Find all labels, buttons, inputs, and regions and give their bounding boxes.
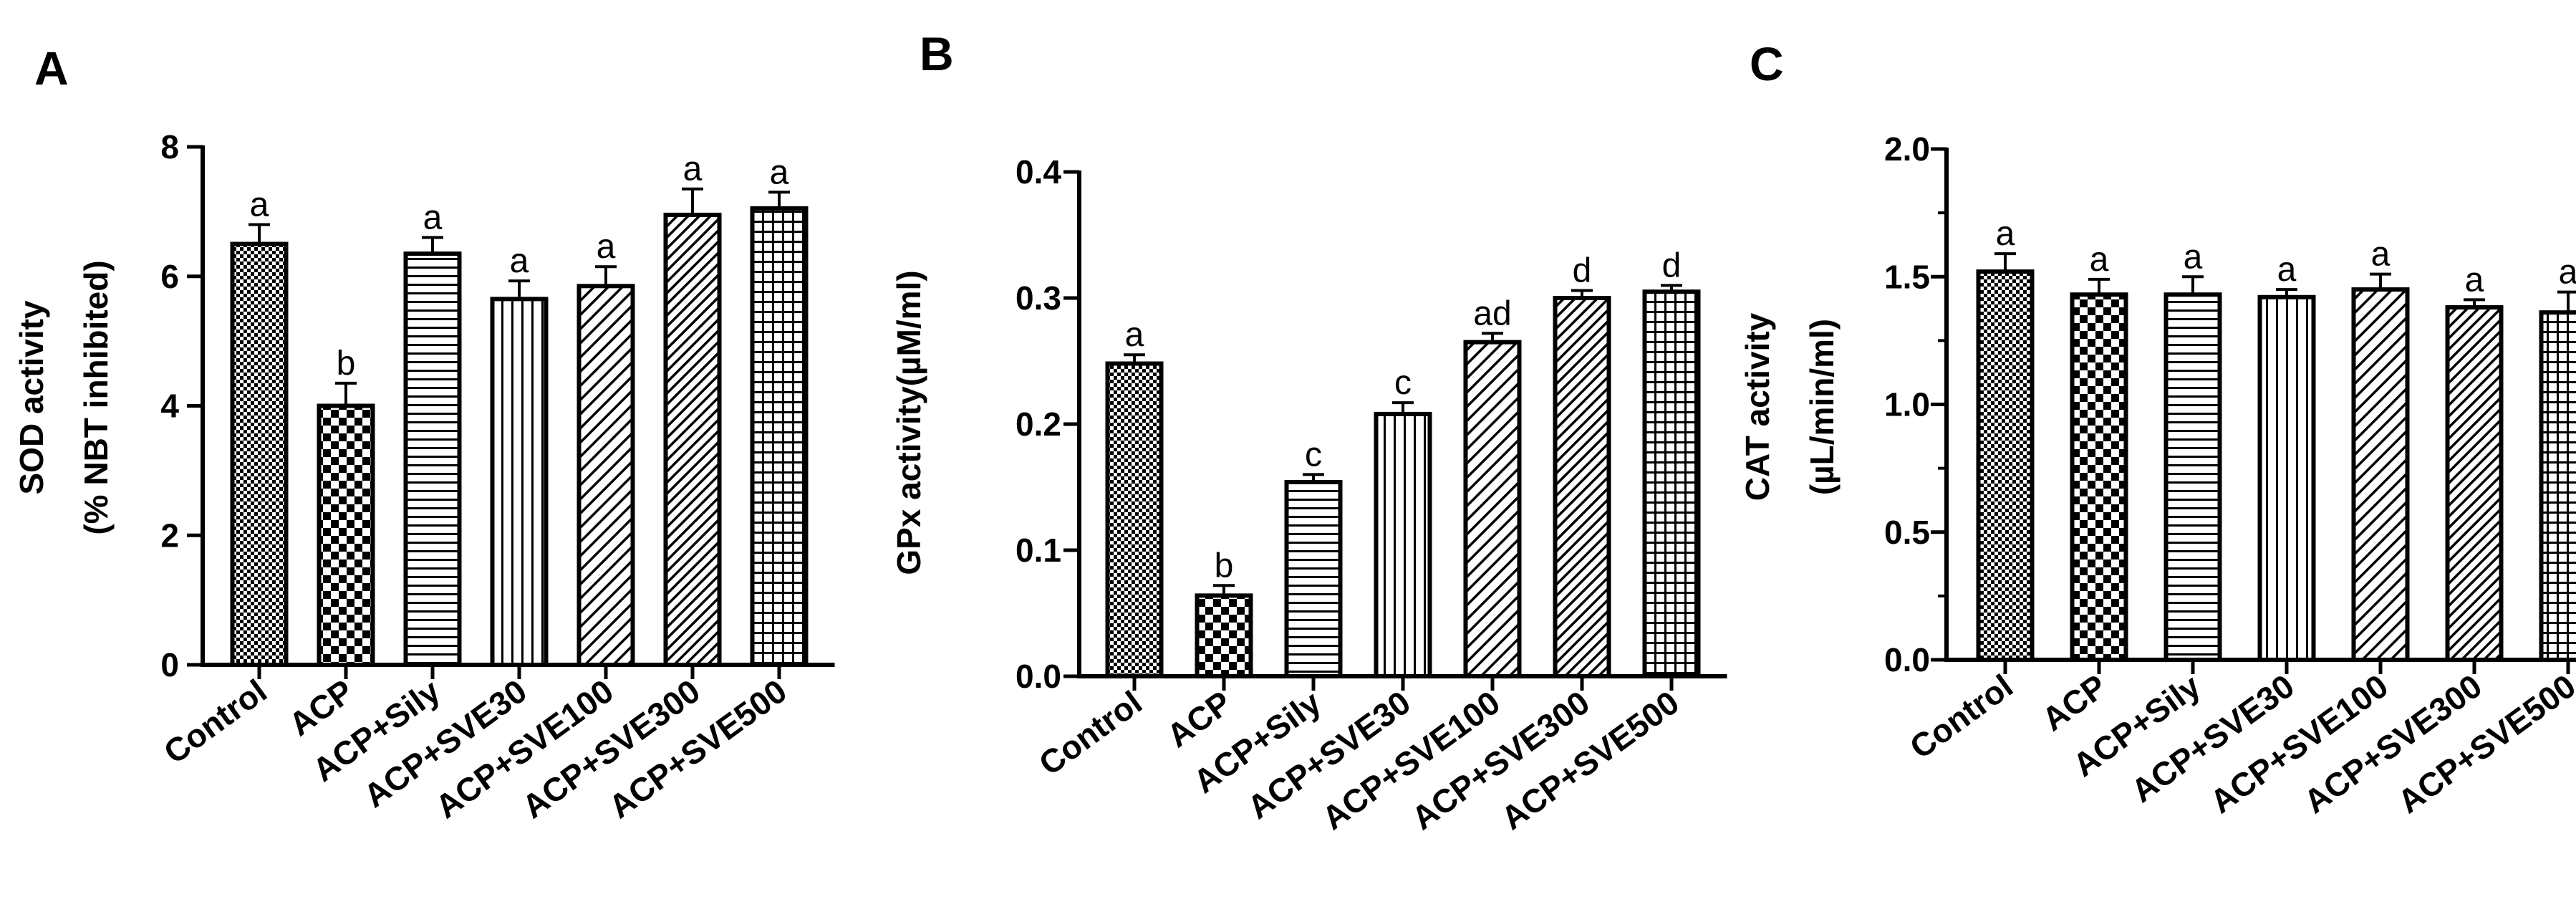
significance-label: b <box>337 345 356 383</box>
significance-label: a <box>1996 215 2015 253</box>
bar <box>1463 340 1522 678</box>
significance-label: d <box>1573 251 1592 289</box>
x-tick-label: Control <box>157 672 274 771</box>
bar <box>490 297 549 667</box>
significance-label: a <box>2184 238 2203 276</box>
y-tick-label: 1.0 <box>1884 386 1930 423</box>
panel-c-cat: C CAT activity (µL/min/ml) 0.0 0.5 1.0 1.5 2.0 a… <box>1739 37 2576 820</box>
bar <box>1642 289 1701 678</box>
bar <box>663 212 722 667</box>
significance-label: a <box>510 242 529 280</box>
y-tick-label: 0.2 <box>1016 405 1061 443</box>
y-tick-label: 4 <box>160 388 179 425</box>
y-tick-label: 0 <box>160 646 179 683</box>
y-axis-title: CAT activity <box>1739 312 1776 501</box>
bar <box>577 284 635 667</box>
significance-label: a <box>2559 254 2576 292</box>
significance-label: a <box>597 228 616 266</box>
bar <box>1105 361 1164 678</box>
x-tick-label: Control <box>1032 683 1149 782</box>
significance-label: a <box>1125 316 1144 354</box>
bar <box>403 251 462 667</box>
y-axis-title: GPx activity(µM/ml) <box>890 270 927 575</box>
bar <box>1374 411 1432 678</box>
y-tick-label: 0.1 <box>1016 532 1061 569</box>
significance-label: a <box>2465 261 2484 299</box>
y-tick-label: 0.4 <box>1016 153 1061 191</box>
y-axis-title: (% NBT inhibited) <box>77 260 115 534</box>
significance-label: a <box>770 153 789 191</box>
y-axis-title: (µL/min/ml) <box>1803 319 1841 495</box>
y-tick-label: 2 <box>160 517 179 554</box>
panel-b-gpx: B GPx activity(µM/ml) 0.0 0.1 0.2 0.3 0.4 a Cont… <box>890 27 1727 837</box>
y-tick-label: 1.5 <box>1884 258 1930 295</box>
significance-label: a <box>250 186 269 224</box>
y-tick-label: 0.3 <box>1016 279 1061 317</box>
y-tick-label: 6 <box>160 258 179 295</box>
bar <box>1976 269 2035 662</box>
bar <box>750 206 809 667</box>
significance-label: a <box>683 150 703 188</box>
panel-letter: C <box>1750 37 1784 90</box>
significance-label: a <box>2277 251 2297 289</box>
y-tick-label: 2.0 <box>1884 130 1930 168</box>
y-tick-label: 0.5 <box>1884 514 1930 551</box>
bar <box>2257 294 2316 662</box>
x-tick-label: Control <box>1903 667 2020 766</box>
bar <box>2351 287 2410 662</box>
y-tick-label: 8 <box>160 128 179 165</box>
significance-label: a <box>2371 236 2391 274</box>
significance-label: c <box>1305 436 1322 474</box>
bar <box>2539 310 2576 662</box>
bar <box>2163 292 2222 662</box>
panel-a-sod: A SOD activity (% NBT inhibited) 0 2 4 6 8 a Cont… <box>13 42 835 825</box>
significance-label: a <box>2090 241 2109 279</box>
y-tick-label: 0.0 <box>1884 641 1930 678</box>
panel-letter: A <box>34 42 69 95</box>
panel-letter: B <box>920 27 954 80</box>
significance-label: d <box>1662 246 1682 284</box>
significance-label: c <box>1394 364 1412 402</box>
bar <box>1195 593 1253 678</box>
bar <box>1553 296 1611 678</box>
significance-label: a <box>423 199 443 237</box>
bar <box>230 241 289 667</box>
y-tick-label: 0.0 <box>1016 658 1061 695</box>
significance-label: b <box>1215 547 1234 585</box>
bar <box>2445 305 2504 662</box>
bar <box>317 403 375 667</box>
significance-label: ad <box>1473 294 1511 332</box>
y-axis-title: SOD activity <box>13 300 50 494</box>
bar <box>1284 479 1343 679</box>
bar <box>2070 292 2128 662</box>
